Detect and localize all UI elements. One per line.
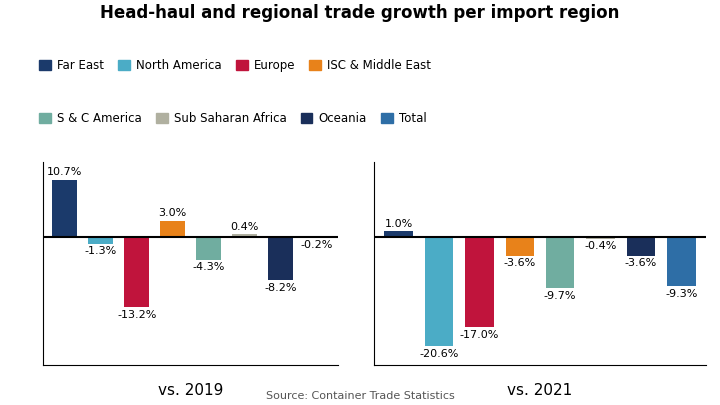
Text: -20.6%: -20.6% [419, 349, 459, 359]
Text: -8.2%: -8.2% [264, 283, 297, 293]
Legend: Far East, North America, Europe, ISC & Middle East: Far East, North America, Europe, ISC & M… [35, 55, 436, 77]
Bar [627, 237, 655, 256]
Bar [52, 179, 78, 237]
Text: vs. 2021: vs. 2021 [508, 383, 572, 398]
Text: 1.0%: 1.0% [384, 219, 413, 228]
Legend: S & C America, Sub Saharan Africa, Oceania, Total: S & C America, Sub Saharan Africa, Ocean… [35, 107, 431, 130]
Bar [124, 237, 150, 307]
Text: -9.7%: -9.7% [544, 291, 577, 301]
Bar [587, 237, 615, 239]
Text: -1.3%: -1.3% [85, 246, 117, 256]
Bar [546, 237, 575, 288]
Text: -13.2%: -13.2% [117, 309, 156, 320]
Bar [196, 237, 222, 260]
Text: -17.0%: -17.0% [460, 330, 499, 340]
Bar [304, 237, 329, 238]
Text: 3.0%: 3.0% [158, 208, 187, 218]
Bar [232, 234, 258, 237]
Bar [89, 237, 114, 243]
Text: vs. 2019: vs. 2019 [158, 383, 223, 398]
Bar [667, 237, 696, 286]
Bar [160, 221, 186, 237]
Text: Source: Container Trade Statistics: Source: Container Trade Statistics [266, 391, 454, 401]
Text: 0.4%: 0.4% [230, 222, 259, 232]
Text: -0.2%: -0.2% [301, 240, 333, 250]
Text: -3.6%: -3.6% [504, 258, 536, 269]
Bar [425, 237, 453, 346]
Text: -0.4%: -0.4% [585, 241, 617, 252]
Bar [384, 231, 413, 237]
Text: -9.3%: -9.3% [665, 289, 698, 299]
Text: Head-haul and regional trade growth per import region: Head-haul and regional trade growth per … [100, 4, 620, 22]
Bar [505, 237, 534, 256]
Text: -4.3%: -4.3% [193, 262, 225, 272]
Bar [465, 237, 493, 327]
Text: 10.7%: 10.7% [47, 167, 83, 177]
Bar [268, 237, 294, 280]
Text: -3.6%: -3.6% [625, 258, 657, 269]
